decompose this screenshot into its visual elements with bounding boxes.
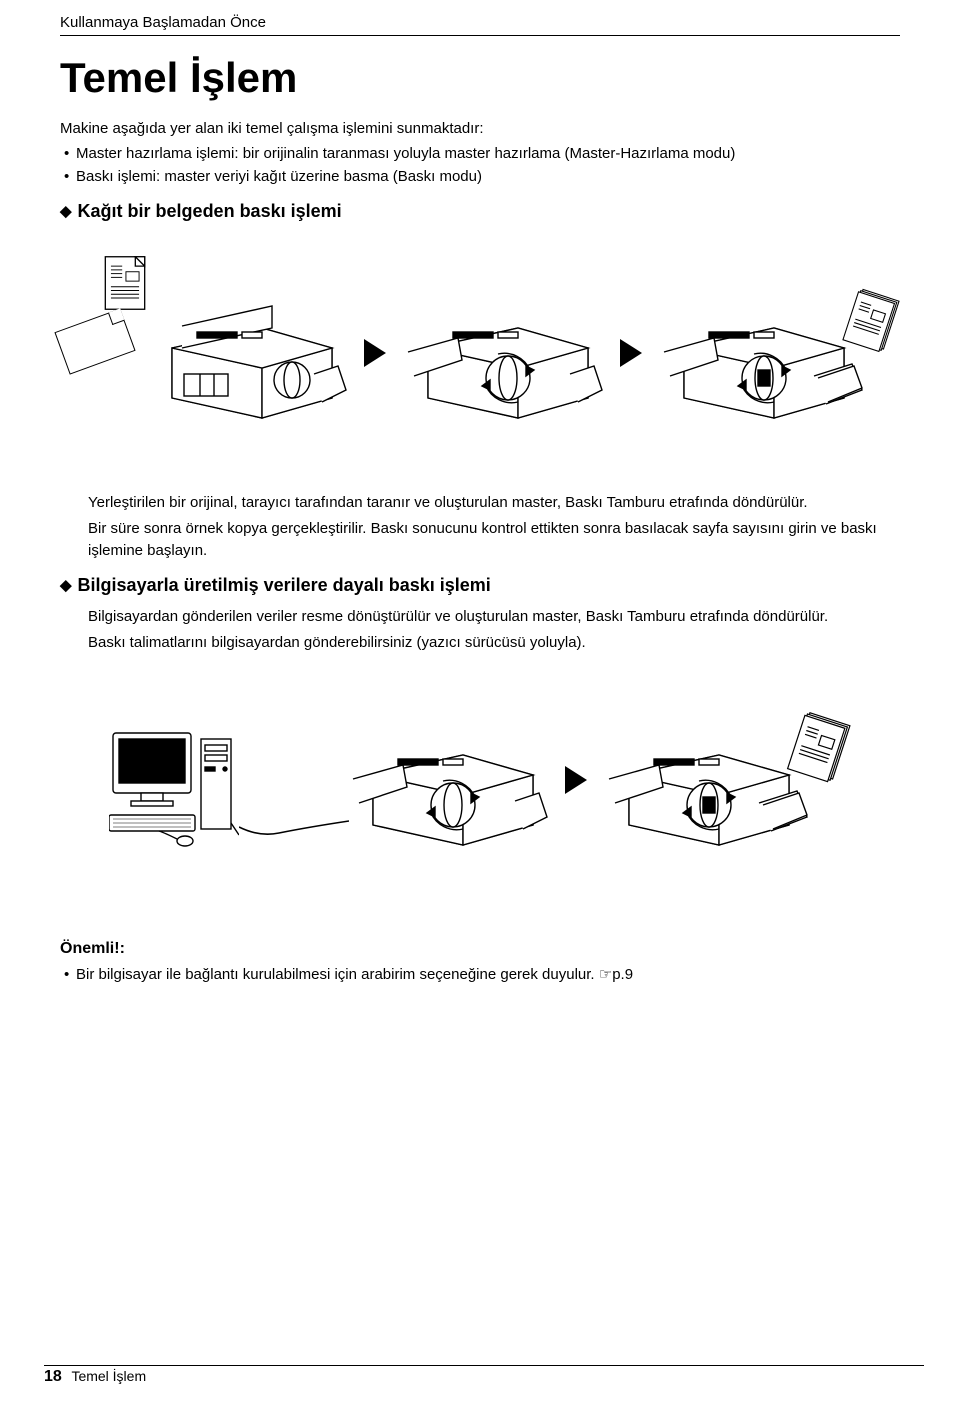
subheading-computer: ◆ Bilgisayarla üretilmiş verilere dayalı … (60, 575, 900, 596)
original-document-icon (60, 253, 150, 364)
diagram-paper-workflow (60, 238, 900, 468)
printer-master-icon (398, 278, 608, 428)
caption-text: Bilgisayardan gönderilen veriler resme d… (88, 606, 900, 628)
list-item: Bir bilgisayar ile bağlantı kurulabilmes… (62, 964, 900, 985)
diamond-icon: ◆ (60, 203, 72, 220)
arrow-right-icon (620, 339, 642, 367)
caption-text: Bir süre sonra örnek kopya gerçekleştiri… (88, 518, 900, 562)
subheading-text: Kağıt bir belgeden baskı işlemi (78, 201, 342, 221)
subheading-paper: ◆ Kağıt bir belgeden baskı işlemi (60, 201, 900, 222)
computer-icon (109, 705, 239, 855)
loose-sheet-icon (54, 308, 135, 374)
page-title: Temel İşlem (60, 54, 900, 102)
caption-text: Baskı talimatlarını bilgisayardan gönder… (88, 632, 900, 654)
section2-caption: Bilgisayardan gönderilen veriler resme d… (60, 606, 900, 654)
page-footer: 18 Temel İşlem (44, 1365, 924, 1386)
intro-text: Makine aşağıda yer alan iki temel çalışm… (60, 120, 900, 137)
printer-output-icon (654, 278, 864, 428)
list-item: Baskı işlemi: master veriyi kağıt üzerin… (62, 166, 900, 187)
warning-label: Önemli!: (60, 940, 900, 958)
section-header: Kullanmaya Başlamadan Önce (60, 14, 900, 36)
arrow-right-icon (364, 339, 386, 367)
diamond-icon: ◆ (60, 577, 72, 594)
printer-output-icon (599, 705, 809, 855)
printer-master-icon (343, 705, 553, 855)
top-bullet-list: Master hazırlama işlemi: bir orijinalin … (60, 143, 900, 187)
diagram-computer-workflow (60, 670, 900, 890)
section1-caption: Yerleştirilen bir orijinal, tarayıcı tar… (60, 492, 900, 561)
page-number: 18 (44, 1368, 62, 1385)
subheading-text: Bilgisayarla üretilmiş verilere dayalı b… (78, 575, 491, 595)
caption-text: Yerleştirilen bir orijinal, tarayıcı tar… (88, 492, 900, 514)
warning-list: Bir bilgisayar ile bağlantı kurulabilmes… (60, 964, 900, 985)
arrow-right-icon (565, 766, 587, 794)
list-item: Master hazırlama işlemi: bir orijinalin … (62, 143, 900, 164)
cable-icon (239, 705, 349, 855)
printer-scan-icon (142, 278, 352, 428)
footer-text: Temel İşlem (71, 1368, 146, 1384)
warning-text: Bir bilgisayar ile bağlantı kurulabilmes… (76, 966, 599, 983)
page-ref: ☞p.9 (599, 966, 633, 983)
